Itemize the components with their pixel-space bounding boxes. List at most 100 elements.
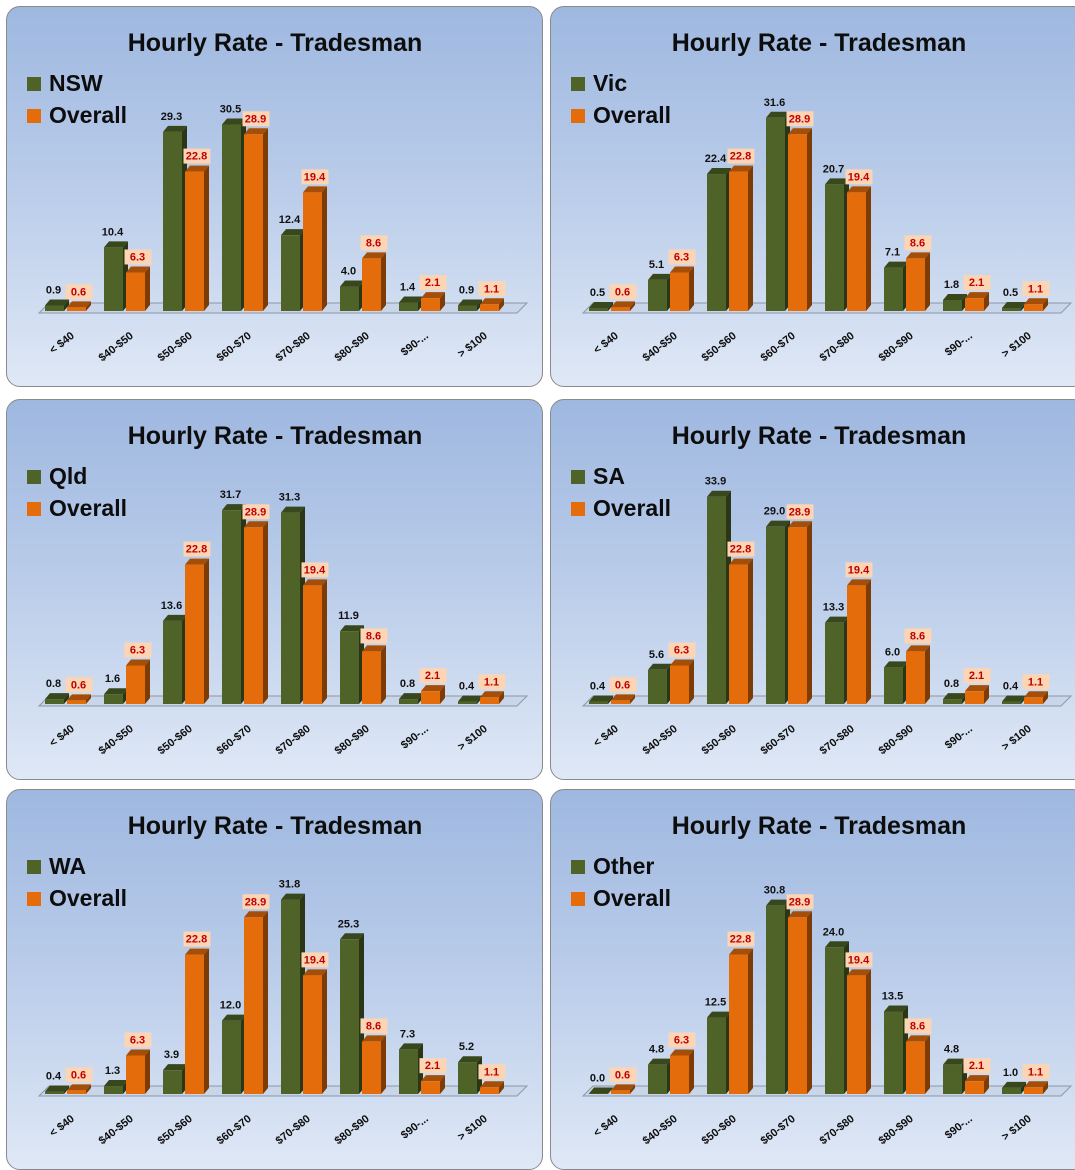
bar-overall-2 <box>185 948 209 1094</box>
bar-overall-3 <box>244 521 268 704</box>
data-label-bg <box>360 235 388 251</box>
data-label-wa: 5.2 <box>459 1041 474 1053</box>
data-label-overall: 22.8 <box>730 151 751 163</box>
data-label-nsw: 10.4 <box>102 226 124 238</box>
legend-label-overall: Overall <box>593 495 671 521</box>
bar-overall-0 <box>611 301 635 311</box>
data-label-overall: 19.4 <box>304 564 326 576</box>
x-tick-label: < $40 <box>48 723 77 750</box>
legend-label-overall: Overall <box>49 495 127 521</box>
bar-overall-1 <box>126 1049 150 1094</box>
data-label-sa: 0.4 <box>590 681 606 693</box>
bar-other-2 <box>707 1011 731 1094</box>
x-tick-label: $40-$50 <box>641 1113 680 1147</box>
data-label-bg <box>609 1067 637 1083</box>
legend-swatch-sa <box>571 470 585 484</box>
data-label-nsw: 30.5 <box>220 104 241 116</box>
legend-swatch-overall <box>27 502 41 516</box>
data-label-bg <box>419 1058 447 1074</box>
data-label-bg <box>727 541 755 557</box>
bar-vic-0 <box>589 301 613 311</box>
data-label-wa: 7.3 <box>400 1028 415 1040</box>
data-label-bg <box>1022 1064 1050 1080</box>
bar-other-6 <box>943 1058 967 1094</box>
bar-overall-3 <box>788 521 812 704</box>
bar-nsw-7 <box>458 299 482 311</box>
legend-swatch-overall <box>27 892 41 906</box>
bar-nsw-6 <box>399 296 423 311</box>
x-tick-label: $50-$60 <box>700 1113 739 1147</box>
data-label-bg <box>668 642 696 658</box>
bar-overall-3 <box>244 911 268 1094</box>
bar-sa-5 <box>884 661 908 704</box>
data-label-nsw: 12.4 <box>279 214 301 226</box>
data-label-overall: 0.6 <box>71 286 86 298</box>
data-label-vic: 31.6 <box>764 97 785 109</box>
bar-wa-6 <box>399 1043 423 1094</box>
data-label-overall: 28.9 <box>789 506 810 518</box>
bars <box>45 504 504 704</box>
bar-overall-2 <box>185 165 209 311</box>
data-label-nsw: 0.9 <box>46 284 61 296</box>
data-label-sa: 29.0 <box>764 506 785 518</box>
bar-overall-4 <box>847 579 871 704</box>
data-label-bg <box>242 504 270 520</box>
data-label-bg <box>963 668 991 684</box>
data-labels: 0.9 0.6 10.4 6.3 29.3 22.8 30.5 28.9 12.4 19.4 4.0… <box>46 104 506 300</box>
data-label-sa: 0.4 <box>1003 681 1019 693</box>
bar-qld-5 <box>340 625 364 704</box>
bar-wa-4 <box>281 893 305 1094</box>
chart-title: Hourly Rate - Tradesman <box>128 29 423 57</box>
x-tick-label: $90-... <box>943 1113 975 1142</box>
x-ticks: < $40 $40-$50 $50-$60 $60-$70 $70-$80 $80-$90… <box>592 1113 1034 1147</box>
legend-swatch-overall <box>27 109 41 123</box>
data-label-other: 1.0 <box>1003 1067 1018 1079</box>
data-label-overall: 19.4 <box>848 954 870 966</box>
bar-overall-4 <box>847 186 871 311</box>
data-label-overall: 22.8 <box>186 934 207 946</box>
x-tick-label: $80-$90 <box>877 723 916 757</box>
data-label-bg <box>124 249 152 265</box>
legend-label-overall: Overall <box>49 885 127 911</box>
data-label-vic: 5.1 <box>649 259 664 271</box>
bar-vic-2 <box>707 168 731 311</box>
legend-label-overall: Overall <box>593 885 671 911</box>
x-tick-label: $50-$60 <box>700 330 739 364</box>
chart-title: Hourly Rate - Tradesman <box>672 29 967 57</box>
data-label-bg <box>478 281 506 297</box>
data-label-other: 4.8 <box>649 1044 664 1056</box>
legend-label-overall: Overall <box>593 102 671 128</box>
x-tick-label: > $100 <box>456 330 490 360</box>
data-labels: 0.8 0.6 1.6 6.3 13.6 22.8 31.7 28.9 31.3 19.4 11.9… <box>46 489 506 693</box>
data-label-bg <box>963 1058 991 1074</box>
bar-vic-6 <box>943 293 967 311</box>
x-tick-label: $70-$80 <box>274 1113 313 1147</box>
data-label-overall: 1.1 <box>1028 1066 1043 1078</box>
data-label-bg <box>609 284 637 300</box>
bar-other-5 <box>884 1005 908 1094</box>
bar-overall-5 <box>906 645 930 704</box>
chart-svg: Hourly Rate - Tradesman WA Overall 0.4 0.6 1.… <box>27 812 529 1147</box>
data-label-other: 13.5 <box>882 990 903 1002</box>
chart-panel-nsw: Hourly Rate - Tradesman NSW Overall 0.9 0.6 1… <box>6 6 543 387</box>
data-label-qld: 11.9 <box>338 610 359 622</box>
x-tick-label: > $100 <box>456 723 490 753</box>
data-label-bg <box>786 111 814 127</box>
legend-label-wa: WA <box>49 853 86 879</box>
data-label-overall: 0.6 <box>71 1069 86 1081</box>
data-label-overall: 6.3 <box>130 1034 145 1046</box>
data-label-overall: 6.3 <box>130 251 145 263</box>
data-label-vic: 1.8 <box>944 279 959 291</box>
x-tick-label: $60-$70 <box>215 330 254 364</box>
data-label-bg <box>360 1018 388 1034</box>
data-label-overall: 19.4 <box>304 954 326 966</box>
x-tick-label: $70-$80 <box>818 1113 857 1147</box>
bar-qld-4 <box>281 506 305 704</box>
data-label-overall: 2.1 <box>425 670 440 682</box>
data-label-overall: 1.1 <box>484 1066 499 1078</box>
x-tick-label: < $40 <box>48 330 77 357</box>
data-label-overall: 2.1 <box>425 1060 440 1072</box>
bar-nsw-3 <box>222 118 246 311</box>
bar-nsw-4 <box>281 229 305 311</box>
data-label-other: 0.0 <box>590 1073 605 1085</box>
